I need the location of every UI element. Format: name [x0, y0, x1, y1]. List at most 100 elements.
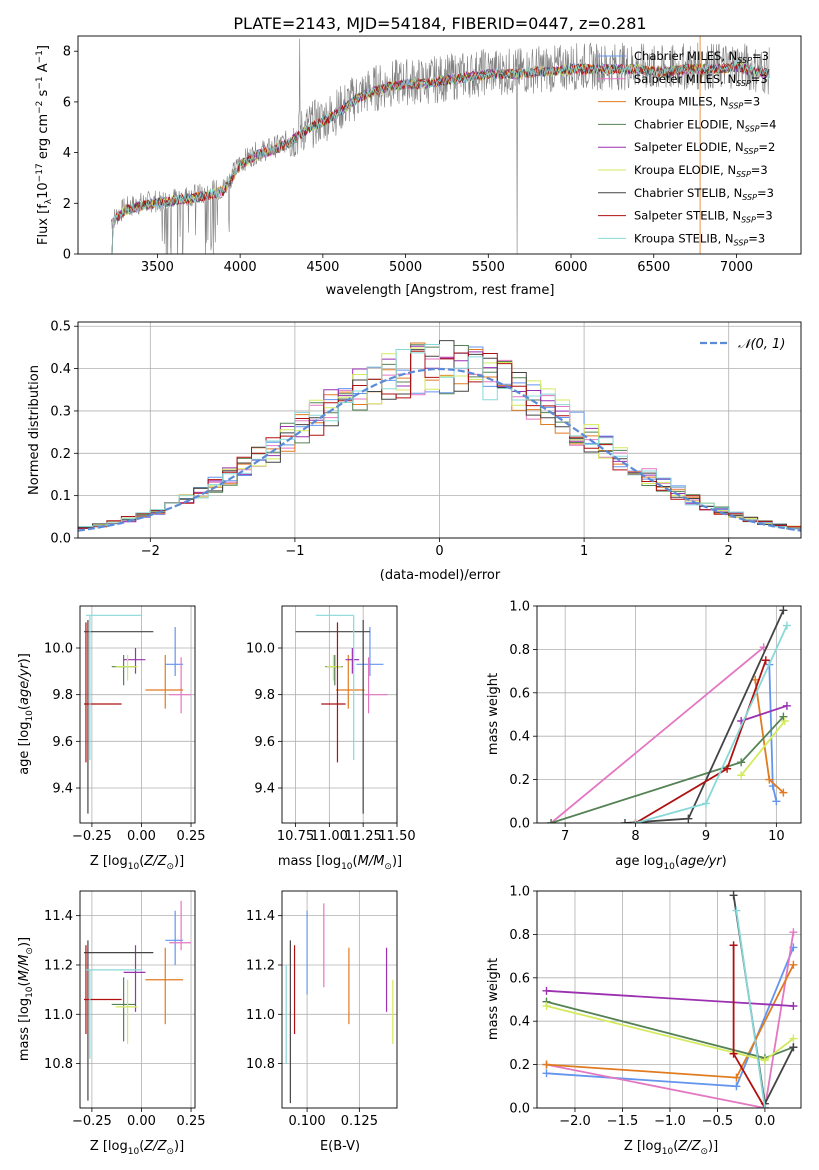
plot-area [110, 36, 770, 254]
y-tick-label: 0.2 [50, 447, 71, 462]
x-axis-label: (data-model)/error [380, 568, 501, 583]
x-axis-label: age log10(age/yr) [615, 854, 726, 872]
axes-frame [77, 35, 802, 255]
legend-label: Salpeter MILES, NSSP=3 [634, 72, 768, 88]
model-spectrum-line [111, 61, 770, 254]
axes-frame [536, 605, 802, 824]
plus-marker [723, 764, 732, 773]
plus-marker [542, 1069, 551, 1078]
y-tick-label: 0.3 [50, 404, 71, 419]
mass-weight-line [550, 646, 765, 823]
x-tick-label: 11.25 [345, 829, 382, 844]
legend-label: Kroupa STELIB, NSSP=3 [634, 231, 765, 247]
x-tick-label: 1 [580, 544, 588, 559]
y-axis-label: Flux [fλ10−17 erg cm−2 s−1 A−1] [35, 45, 54, 245]
mass-weight-line [735, 910, 766, 1108]
plus-marker [737, 771, 746, 780]
plus-marker [631, 819, 640, 823]
plus-marker [542, 1002, 551, 1011]
legend-label: Salpeter ELODIE, NSSP=2 [634, 140, 775, 156]
mass-weight-line [546, 932, 795, 1108]
y-tick-label: 0.0 [509, 817, 530, 832]
plus-marker [542, 986, 551, 995]
y-axis-label: mass weight [486, 673, 501, 755]
x-tick-label: −0.25 [72, 1114, 112, 1129]
x-tick-label: −0.25 [72, 829, 112, 844]
x-tick-label: 10.75 [277, 829, 314, 844]
x-tick-label: 0.0 [755, 1114, 776, 1129]
y-tick-label: 2 [63, 197, 71, 212]
x-tick-label: 2 [725, 544, 733, 559]
y-tick-label: 0.0 [50, 532, 71, 547]
plus-marker [729, 891, 738, 900]
plus-marker [779, 606, 788, 615]
plot-area [285, 903, 394, 1104]
plus-marker [782, 701, 791, 710]
x-tick-label: 11.50 [378, 829, 415, 844]
x-tick-label: 0.100 [288, 1114, 325, 1129]
y-tick-label: 0.6 [509, 971, 530, 986]
x-tick-label: 4500 [306, 260, 339, 275]
legend-label: Chabrier STELIB, NSSP=3 [634, 186, 774, 202]
mass-weight-line [550, 716, 785, 823]
mass-weight-line [740, 704, 788, 722]
observed-spectrum-line [110, 38, 770, 254]
x-axis-label: Z [log10(Z/Z⊙)] [624, 1139, 718, 1157]
y-tick-label: 10.0 [246, 642, 275, 657]
x-tick-label: 0.00 [127, 1114, 156, 1129]
plus-marker [782, 621, 791, 630]
x-axis-label: wavelength [Angstrom, rest frame] [326, 283, 555, 298]
x-tick-label: 0.25 [177, 829, 206, 844]
y-tick-label: 9.6 [254, 735, 275, 750]
plus-marker [780, 717, 789, 726]
y-tick-label: 11.0 [246, 1008, 275, 1023]
mass-weight-line [546, 989, 794, 1007]
plot-area [542, 891, 798, 1108]
x-tick-label: 7000 [720, 260, 753, 275]
x-tick-label: 3500 [141, 260, 174, 275]
y-axis-label: Normed distribution [27, 365, 42, 495]
y-tick-label: 11.4 [246, 909, 275, 924]
y-tick-label: 0.4 [509, 1015, 530, 1030]
plus-marker [729, 1049, 738, 1058]
y-tick-label: 0.0 [509, 1102, 530, 1117]
plus-marker [789, 928, 798, 937]
x-tick-label: 7 [561, 829, 569, 844]
mass-weight-line [635, 659, 767, 823]
x-tick-label: −2.0 [559, 1114, 591, 1129]
y-tick-label: 11.4 [44, 909, 73, 924]
y-tick-label: 10.0 [44, 642, 73, 657]
legend-label: Chabrier ELODIE, NSSP=4 [634, 117, 776, 133]
x-tick-label: 4000 [224, 260, 257, 275]
axes-frame [79, 890, 196, 1109]
y-tick-label: 0.5 [50, 320, 71, 335]
plus-marker [779, 712, 788, 721]
x-tick-label: 11.00 [311, 829, 348, 844]
x-axis-label: E(B-V) [320, 1139, 360, 1154]
plus-marker [701, 799, 710, 808]
plot-area [295, 614, 388, 814]
y-tick-label: 9.8 [52, 688, 73, 703]
x-tick-label: 10 [768, 829, 785, 844]
plus-marker [789, 1043, 798, 1052]
axes-frame [281, 890, 398, 1109]
model-spectrum-line [111, 61, 770, 254]
legend-label: 𝒩(0, 1) [738, 337, 785, 352]
legend-label: Chabrier MILES, NSSP=3 [634, 49, 769, 65]
model-spectrum-line [111, 62, 770, 254]
plus-marker [684, 814, 693, 823]
plus-marker [761, 656, 770, 665]
axes-frame [281, 605, 398, 824]
y-tick-label: 0 [63, 248, 71, 263]
x-tick-label: 6500 [637, 260, 670, 275]
x-tick-label: −0.5 [702, 1114, 734, 1129]
plus-marker [542, 1060, 551, 1069]
model-spectrum-line [111, 60, 770, 254]
age-vs-metallicity-panel: −0.25 0.00 0.25 9.4 9.6 9.8 10.0 [44, 605, 206, 844]
y-tick-label: 11.2 [44, 958, 73, 973]
x-tick-label: 5000 [389, 260, 422, 275]
y-tick-label: 11.2 [246, 958, 275, 973]
model-spectrum-line [111, 60, 770, 254]
x-tick-label: −1 [285, 544, 304, 559]
plus-marker [765, 775, 774, 784]
